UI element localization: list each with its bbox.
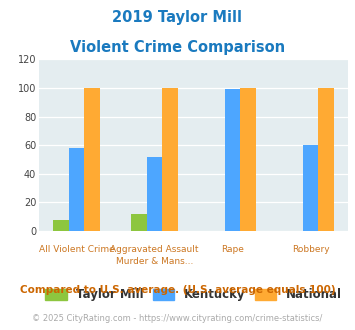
Bar	[240, 88, 256, 231]
Legend: Taylor Mill, Kentucky, National: Taylor Mill, Kentucky, National	[45, 288, 342, 301]
Bar	[69, 148, 84, 231]
Bar	[225, 89, 240, 231]
Text: 2019 Taylor Mill: 2019 Taylor Mill	[113, 10, 242, 25]
Text: Aggravated Assault: Aggravated Assault	[110, 245, 199, 254]
Text: Robbery: Robbery	[292, 245, 329, 254]
Text: All Violent Crime: All Violent Crime	[39, 245, 114, 254]
Bar	[303, 145, 318, 231]
Text: Violent Crime Comparison: Violent Crime Comparison	[70, 40, 285, 54]
Bar	[162, 88, 178, 231]
Text: © 2025 CityRating.com - https://www.cityrating.com/crime-statistics/: © 2025 CityRating.com - https://www.city…	[32, 314, 323, 323]
Text: Rape: Rape	[221, 245, 244, 254]
Text: Compared to U.S. average. (U.S. average equals 100): Compared to U.S. average. (U.S. average …	[20, 285, 335, 295]
Bar	[147, 157, 162, 231]
Bar	[84, 88, 100, 231]
Bar	[131, 214, 147, 231]
Bar	[318, 88, 334, 231]
Bar	[53, 219, 69, 231]
Text: Murder & Mans...: Murder & Mans...	[116, 257, 193, 266]
